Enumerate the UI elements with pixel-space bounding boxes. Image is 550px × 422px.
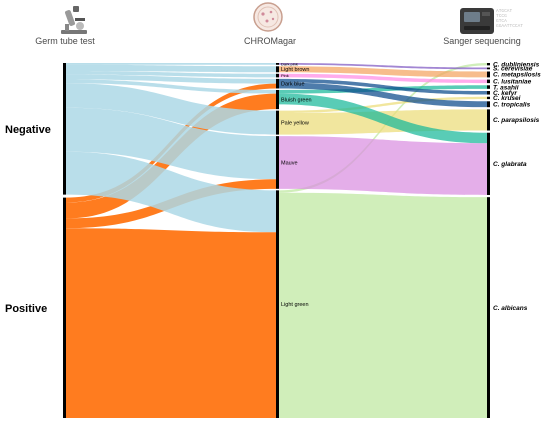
chromagar-label-lightbrown: Light brown [281,67,309,73]
sequencer-icon: ATGCAT TCCG GTCA GGAATTCCAT [460,8,523,34]
species-label-parapsilosis: C. parapsilosis [493,117,540,124]
chromagar-label-paleyellow: Pale yellow [281,121,309,127]
species-node-asahii [487,85,490,89]
chromagar-node-darkblue [276,78,279,89]
species-node-glabrata [487,132,490,195]
link-paleyellow-krusei [279,96,487,114]
link-lightbrown-metapsilosis [279,66,487,78]
species-label-kefyr: C. kefyr [493,90,517,97]
link-darkblue-kefyr [279,78,487,95]
chromagar-label-darkpink: Dark pink [281,61,298,66]
chromagar-node-paleyellow [276,110,279,135]
header-germ-tube: Germ tube test [35,36,95,46]
link-pos-lightgreen [66,228,276,418]
species-node-krusei [487,96,490,100]
species-node-cerevisiae [487,67,490,70]
link-darkblue-tropicalis [279,82,487,108]
header-sanger: Sanger sequencing [443,36,521,46]
chromagar-label-darkblue: Dark blue [281,82,305,88]
link-mauve-glabrata [279,136,487,195]
species-label-lusitaniae: C. lusitaniae [493,79,532,86]
link-neg-pink [66,70,276,78]
petri-dish-icon [253,2,283,32]
header-chromagar: CHROMagar [244,36,296,46]
chromagar-node-darkpink [276,63,279,65]
chromagar-label-bluishgreen: Bluish green [281,97,312,103]
link-neg-lightgreen [66,151,276,233]
species-label-cerevisiae: S. cerevisiae [493,66,533,73]
link-neg-lightbrown [66,64,276,73]
chromagar-label-mauve: Mauve [281,160,298,166]
chromagar-node-mauve [276,136,279,189]
germtube-label-neg: Negative [5,124,51,136]
species-node-kefyr [487,91,490,95]
species-label-tropicalis: C. tropicalis [493,102,531,109]
link-bluishgreen-glabrata [279,93,487,144]
species-label-asahii: T. asahii [493,84,519,91]
links-layer [66,63,487,418]
chromagar-node-bluishgreen [276,89,279,110]
species-node-dubliniensis [487,63,490,66]
species-node-albicans [487,197,490,418]
species-label-metapsilosis: C. metapsilosis [493,72,541,79]
link-pink-lusitaniae [279,73,487,84]
sequencer-watermark: ATGCAT TCCG GTCA GGAATTCCAT [496,8,523,29]
link-darkpink-cerevisiae [279,63,487,70]
link-neg-darkblue [66,74,276,84]
link-neg-bluishgreen [66,79,276,94]
link-neg-paleyellow [66,83,276,135]
chromagar-node-lightgreen [276,190,279,418]
link-lightgreen-albicans [279,192,487,418]
germtube-node-pos [63,197,66,418]
nodes-layer [63,63,490,418]
chromagar-label-pink: Pink [281,73,289,78]
species-node-metapsilosis [487,71,490,78]
chromagar-node-pink [276,73,279,78]
chromagar-label-lightgreen: Light green [281,302,309,308]
link-neg-mauve [66,107,276,180]
chromagar-node-lightbrown [276,66,279,73]
species-label-dubliniensis: C. dubliniensis [493,61,540,68]
germtube-node-neg [63,63,66,195]
microscope-icon [61,6,87,34]
species-label-glabrata: C. glabrata [493,161,527,168]
species-node-parapsilosis [487,109,490,131]
species-label-krusei: C. krusei [493,95,521,102]
species-node-lusitaniae [487,79,490,84]
germtube-label-pos: Positive [5,303,47,315]
link-bluishgreen-asahii [279,85,487,94]
species-node-tropicalis [487,101,490,108]
species-label-albicans: C. albicans [493,305,528,312]
link-neg-darkpink [66,63,276,65]
